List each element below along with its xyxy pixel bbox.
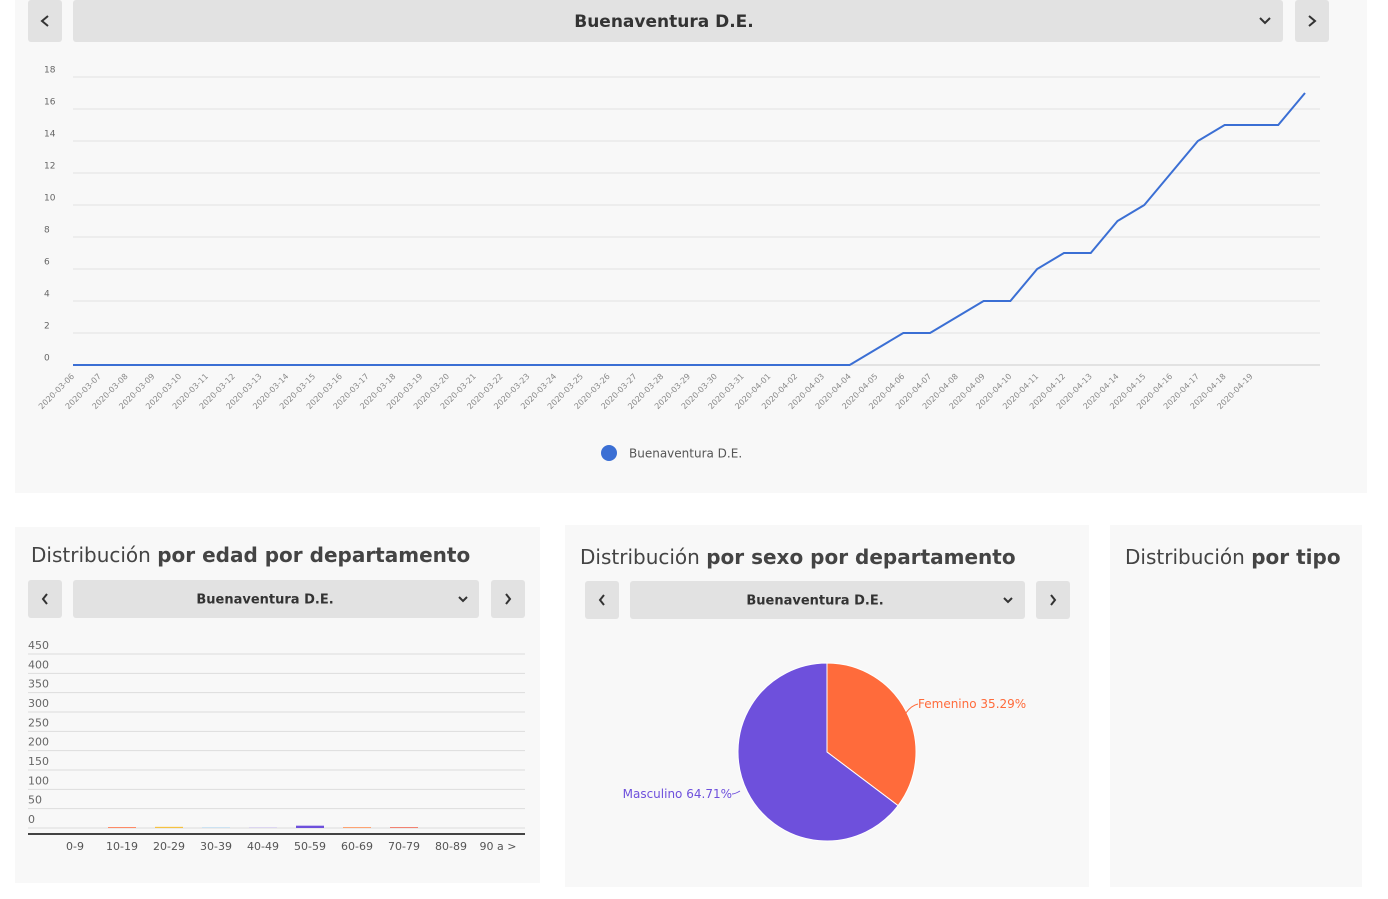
panel xyxy=(15,0,1367,493)
y-tick-label: 450 xyxy=(28,639,49,652)
icon xyxy=(458,596,468,603)
select[interactable] xyxy=(630,581,1025,619)
leader-line xyxy=(731,790,741,795)
bar xyxy=(155,826,183,828)
x-tick-label: 10-19 xyxy=(106,840,138,853)
title-bold: por tipo xyxy=(1251,545,1340,569)
prev-button[interactable] xyxy=(28,580,62,618)
title-light: Distribución xyxy=(31,543,151,567)
icon xyxy=(41,593,48,605)
y-tick-label: 16 xyxy=(44,98,56,108)
next-button[interactable] xyxy=(1295,0,1329,42)
x-tick-label: 60-69 xyxy=(341,840,373,853)
icon xyxy=(1259,17,1271,25)
bar xyxy=(390,827,418,828)
icon xyxy=(598,594,605,606)
select[interactable] xyxy=(73,580,479,618)
panel-title: Distribución por edad por departamento xyxy=(31,543,470,567)
y-tick-label: 6 xyxy=(44,258,50,268)
slice-name: Masculino xyxy=(623,787,683,801)
prev-button[interactable] xyxy=(28,0,62,42)
y-tick-label: 14 xyxy=(44,130,56,140)
icon xyxy=(505,593,512,605)
x-tick-label: 0-9 xyxy=(66,840,84,853)
y-tick-label: 0 xyxy=(28,813,35,826)
y-tick-label: 150 xyxy=(28,755,49,768)
slice-value: 35.29% xyxy=(980,697,1026,711)
title-light: Distribución xyxy=(580,545,700,569)
legend-label: Buenaventura D.E. xyxy=(629,447,742,461)
title-light: Distribución xyxy=(1125,545,1245,569)
leader-line xyxy=(896,703,919,733)
slice-label: Masculino 64.71% xyxy=(623,787,732,801)
y-tick-label: 12 xyxy=(44,162,55,172)
x-tick-label: 70-79 xyxy=(388,840,420,853)
y-tick-label: 300 xyxy=(28,697,49,710)
y-tick-label: 100 xyxy=(28,774,49,787)
icon xyxy=(40,15,49,27)
icon xyxy=(1050,594,1057,606)
x-tick-label: 80-89 xyxy=(435,840,467,853)
panel xyxy=(1110,525,1362,887)
next-button[interactable] xyxy=(1036,581,1070,619)
y-tick-label: 8 xyxy=(44,226,50,236)
y-tick-label: 0 xyxy=(44,354,50,364)
y-tick-label: 350 xyxy=(28,678,49,691)
slice-value: 64.71% xyxy=(686,787,732,801)
slice-name: Femenino xyxy=(918,697,977,711)
slice-label: Femenino 35.29% xyxy=(918,697,1026,711)
pie-slice xyxy=(737,662,899,842)
y-tick-label: 400 xyxy=(28,658,49,671)
x-tick-label: 90 a > xyxy=(480,840,517,853)
y-tick-label: 10 xyxy=(44,194,56,204)
panel-title: Distribución por tipo xyxy=(1125,545,1341,569)
bar xyxy=(343,827,371,828)
icon xyxy=(1003,597,1013,604)
y-tick-label: 18 xyxy=(44,66,56,76)
select-value: Buenaventura D.E. xyxy=(574,12,754,32)
legend-marker xyxy=(601,445,617,461)
line xyxy=(73,92,1306,366)
next-button[interactable] xyxy=(491,580,525,618)
y-tick-label: 50 xyxy=(28,794,42,807)
select-value: Buenaventura D.E. xyxy=(746,594,883,609)
select[interactable] xyxy=(73,0,1283,42)
y-tick-label: 200 xyxy=(28,736,49,749)
bar xyxy=(108,827,136,828)
title-bold: por sexo por departamento xyxy=(706,545,1015,569)
title-bold: por edad por departamento xyxy=(157,543,470,567)
x-tick-label: 30-39 xyxy=(200,840,232,853)
y-tick-label: 2 xyxy=(44,322,50,332)
y-tick-label: 250 xyxy=(28,716,49,729)
select-value: Buenaventura D.E. xyxy=(196,593,333,608)
bar xyxy=(296,825,324,828)
prev-button[interactable] xyxy=(585,581,619,619)
x-tick-label: 50-59 xyxy=(294,840,326,853)
icon xyxy=(1308,15,1317,27)
x-tick-label: 40-49 xyxy=(247,840,279,853)
panel-title: Distribución por sexo por departamento xyxy=(580,545,1016,569)
x-tick-label: 20-29 xyxy=(153,840,185,853)
y-tick-label: 4 xyxy=(44,290,50,300)
